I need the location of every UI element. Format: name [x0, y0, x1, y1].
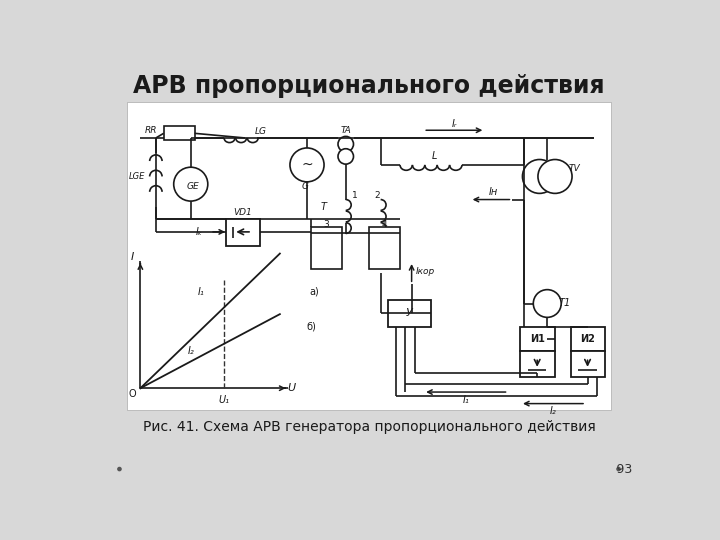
Text: I₂: I₂: [188, 347, 195, 356]
Text: Iн: Iн: [488, 187, 498, 197]
Text: I₁: I₁: [197, 287, 204, 297]
Text: Iₖ: Iₖ: [195, 227, 202, 237]
Text: Рис. 41. Схема АРВ генератора пропорционального действия: Рис. 41. Схема АРВ генератора пропорцион…: [143, 420, 595, 434]
Text: RR: RR: [145, 126, 158, 135]
Bar: [520, 351, 555, 377]
Bar: [388, 300, 431, 327]
Circle shape: [290, 148, 324, 182]
Bar: [570, 351, 606, 377]
Text: И2: И2: [580, 334, 595, 344]
Circle shape: [174, 167, 208, 201]
Text: АРВ пропорционального действия: АРВ пропорционального действия: [133, 75, 605, 98]
Bar: [163, 126, 194, 140]
Text: T: T: [320, 202, 326, 212]
Text: I₂: I₂: [549, 406, 556, 416]
Text: 4: 4: [382, 220, 387, 229]
Circle shape: [338, 137, 354, 152]
Text: GE: GE: [186, 182, 199, 191]
Bar: [225, 219, 260, 246]
Text: U₁: U₁: [219, 395, 230, 405]
Bar: [520, 327, 555, 351]
Circle shape: [117, 467, 122, 471]
Text: O: O: [129, 389, 136, 400]
Text: Iкор: Iкор: [416, 267, 435, 275]
Circle shape: [338, 148, 354, 164]
Text: ~: ~: [301, 158, 312, 172]
Text: а): а): [310, 287, 320, 297]
Text: У: У: [406, 308, 413, 318]
Text: Iᵣ: Iᵣ: [451, 119, 457, 129]
Text: б): б): [306, 322, 316, 332]
Bar: [570, 327, 606, 351]
Text: LG: LG: [254, 127, 266, 136]
Text: 2: 2: [374, 191, 379, 200]
Bar: [311, 226, 342, 269]
Text: TA: TA: [341, 126, 351, 135]
Text: 1: 1: [352, 191, 358, 200]
Circle shape: [538, 159, 572, 193]
Text: L: L: [432, 151, 438, 161]
Circle shape: [616, 467, 621, 471]
Circle shape: [523, 159, 557, 193]
Text: I: I: [131, 252, 134, 262]
Text: VD1: VD1: [233, 208, 252, 217]
Text: Т1: Т1: [558, 299, 570, 308]
Text: LGE: LGE: [129, 172, 145, 181]
Text: G: G: [301, 182, 308, 191]
Text: 3: 3: [323, 220, 329, 229]
Text: TV: TV: [569, 164, 580, 173]
Bar: [369, 226, 400, 269]
Circle shape: [534, 289, 561, 318]
Bar: [127, 102, 611, 410]
Text: I₁: I₁: [462, 395, 469, 405]
Text: И1: И1: [530, 334, 544, 344]
Text: U: U: [287, 383, 296, 393]
Text: 93: 93: [614, 463, 632, 476]
